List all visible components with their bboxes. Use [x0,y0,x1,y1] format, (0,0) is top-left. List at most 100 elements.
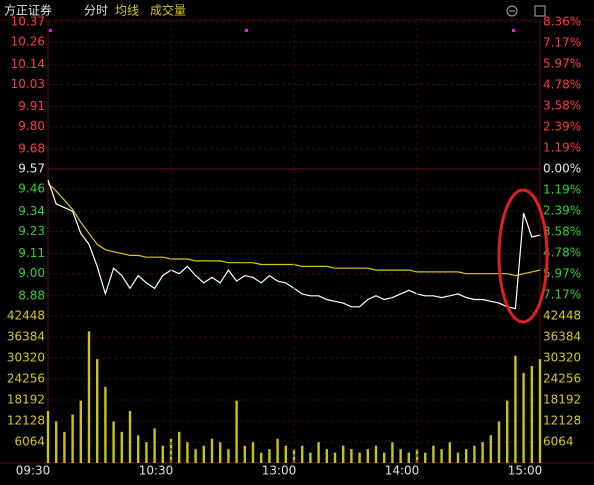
y-tick-label: 10.26 [11,35,45,49]
zoom-icon[interactable] [506,5,518,17]
volume-bar [350,449,353,463]
volume-bar [465,449,468,463]
y-tick-label: 30320 [7,351,45,365]
y2-tick-label: 42448 [543,309,581,323]
y2-tick-label: 1.19% [543,182,581,196]
y-tick-label: 10.14 [11,57,45,71]
volume-bar [71,414,74,463]
volume-bar [235,400,238,463]
y-tick-label: 9.11 [18,246,45,260]
volume-bar [374,445,378,463]
y-tick-label: 6064 [14,435,45,449]
y2-tick-label: 5.97% [543,57,581,71]
y2-tick-label: 4.78% [543,246,581,260]
y-tick-label: 9.34 [18,204,45,218]
volume-bar [260,452,263,463]
volume-bar [325,449,328,463]
volume-bar [456,452,460,463]
y2-tick-label: 7.17% [543,35,581,49]
y2-tick-label: 36384 [543,330,581,344]
y2-tick-label: 8.36% [543,15,581,29]
volume-bar [178,431,181,463]
volume-bar [243,445,246,463]
y-tick-label: 9.91 [18,99,45,113]
volume-bar [87,331,91,463]
y2-tick-label: 6064 [543,435,574,449]
volume-bar [128,411,132,463]
y-tick-label: 36384 [7,330,45,344]
volume-bar [268,449,271,463]
volume-bar [391,442,394,463]
x-tick-label: 14:00 [385,464,420,478]
volume-bar [55,421,58,463]
event-marker [49,29,52,32]
window-icon[interactable] [534,5,546,17]
volume-bar [383,452,386,463]
x-tick-label: 09:30 [16,464,51,478]
y-tick-label: 9.00 [18,266,45,280]
y2-tick-label: 7.17% [543,288,581,302]
volume-bar [276,438,279,463]
volume-legend[interactable]: 成交量 [150,3,186,18]
y2-tick-label: 4.78% [543,77,581,91]
volume-bar [96,359,99,463]
volume-bar [489,435,492,463]
y-tick-label: 9.80 [18,119,45,133]
event-marker [245,29,248,32]
volume-bar [366,449,369,463]
y-tick-label: 18192 [7,393,45,407]
volume-bar [301,445,304,463]
y-tick-label: 9.68 [18,141,45,155]
avg-legend[interactable]: 均线 [115,4,139,18]
plot-layer: 10.37 10.26 10.14 10.03 9.91 9.80 9.68 9.57 9.46… [7,15,581,478]
volume-bar [333,452,337,463]
y-tick-label: 9.46 [18,182,45,196]
volume-bar [432,445,435,463]
y2-tick-label: 12128 [543,414,581,428]
volume-bar [210,438,214,463]
x-tick-label: 10:30 [139,464,174,478]
volume-bar [202,445,205,463]
volume-bar [514,355,517,463]
y-tick-label: 8.88 [18,288,45,302]
volume-bar [120,431,123,463]
volume-bar [137,435,140,463]
y2-tick-label: 2.39% [543,204,581,218]
volume-bar [342,445,345,463]
volume-bar [317,442,320,463]
volume-bar [79,400,82,463]
volume-bar [506,400,509,463]
volume-bar [473,445,476,463]
y2-tick-label: 5.97% [543,266,581,280]
x-tick-label: 13:00 [262,464,297,478]
volume-bar [481,442,484,463]
volume-bar [440,449,443,463]
volume-bar [112,421,115,463]
volume-bar [538,359,542,463]
volume-bar [251,442,255,463]
volume-bar [219,442,222,463]
volume-bar [309,452,312,463]
volume-bar [448,442,451,463]
y2-tick-label: 30320 [543,351,581,365]
event-marker [512,29,515,32]
y-tick-label: 9.23 [18,224,45,238]
y2-tick-label: 0.00% [543,162,581,176]
volume-bar [227,449,230,463]
y-tick-label: 24256 [7,372,45,386]
volume-bar [358,452,361,463]
x-tick-label: 15:00 [508,464,543,478]
y-tick-label: 10.03 [11,77,45,91]
volume-bar [522,372,525,463]
stock-name: 方正证券 [4,3,52,18]
volume-bar [161,445,164,463]
y2-tick-label: 2.39% [543,119,581,133]
volume-bar [399,449,402,463]
mode-tab[interactable]: 分时 [84,4,108,18]
volume-bar [63,431,66,463]
volume-bar [194,449,197,463]
y2-tick-label: 3.58% [543,99,581,113]
y-tick-label: 9.57 [18,162,45,176]
